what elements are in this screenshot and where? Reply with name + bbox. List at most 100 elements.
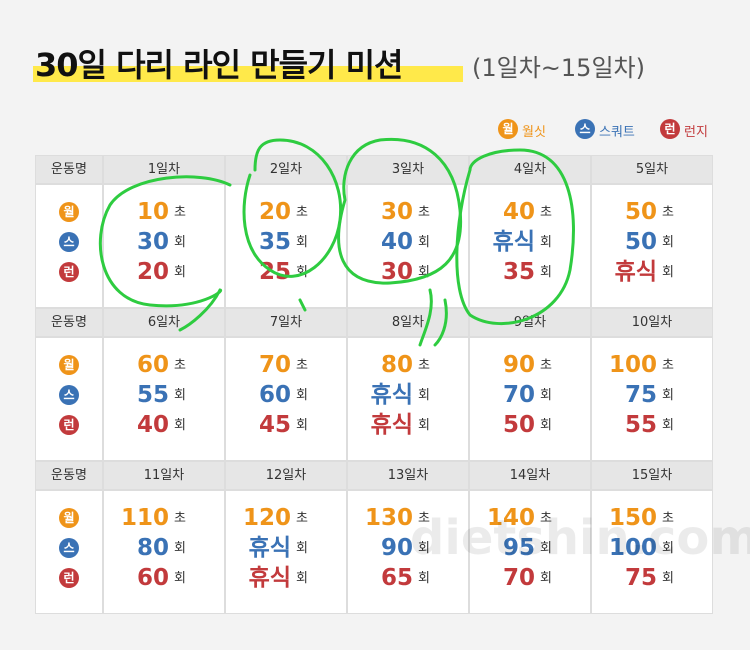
cell-value: 40 [380, 229, 413, 255]
cell-unit: 회 [296, 388, 308, 403]
day-header: 7일차 [225, 308, 347, 337]
cell-unit: 초 [540, 205, 552, 220]
cell-value: 60 [136, 352, 169, 378]
exercise-icon: 런 [59, 568, 79, 588]
cell-unit: 회 [418, 265, 430, 280]
cell-value: 75 [624, 382, 657, 408]
cell-value: 120 [242, 505, 291, 531]
cell-unit: 회 [418, 388, 430, 403]
cell-unit: 회 [174, 541, 186, 556]
day-header: 2일차 [225, 155, 347, 184]
cell-value: 45 [258, 412, 291, 438]
header-label: 운동명 [35, 308, 103, 337]
cell-unit: 회 [662, 571, 674, 586]
cell-value: 95 [502, 535, 535, 561]
legend-label: 스쿼트 [599, 125, 635, 140]
cell-value: 50 [502, 412, 535, 438]
cell-value: 140 [486, 505, 535, 531]
cell-unit: 회 [174, 235, 186, 250]
legend-label: 월싯 [522, 125, 546, 140]
cell-value: 150 [608, 505, 657, 531]
cell-value: 60 [136, 565, 169, 591]
cell-value: 110 [120, 505, 169, 531]
legend-icon: 런 [660, 119, 680, 139]
cell-value: 50 [624, 229, 657, 255]
day-cell [225, 490, 347, 614]
day-header: 11일차 [103, 461, 225, 490]
cell-unit: 회 [418, 571, 430, 586]
cell-value: 20 [258, 199, 291, 225]
cell-value: 휴식 [370, 382, 413, 408]
cell-unit: 회 [662, 541, 674, 556]
cell-unit: 회 [540, 571, 552, 586]
cell-unit: 회 [418, 541, 430, 556]
day-header: 5일차 [591, 155, 713, 184]
cell-value: 30 [380, 259, 413, 285]
cell-unit: 회 [174, 418, 186, 433]
day-header: 1일차 [103, 155, 225, 184]
subtitle: (1일차~15일차) [472, 54, 645, 82]
cell-unit: 초 [296, 205, 308, 220]
cell-value: 휴식 [248, 535, 291, 561]
legend-icon: 월 [498, 119, 518, 139]
cell-unit: 초 [418, 205, 430, 220]
cell-unit: 회 [540, 235, 552, 250]
exercise-icon: 월 [59, 202, 79, 222]
day-cell [103, 490, 225, 614]
cell-unit: 회 [296, 571, 308, 586]
cell-unit: 회 [296, 418, 308, 433]
cell-unit: 초 [418, 511, 430, 526]
cell-unit: 초 [662, 205, 674, 220]
cell-value: 60 [258, 382, 291, 408]
cell-unit: 회 [296, 541, 308, 556]
day-cell [347, 490, 469, 614]
cell-value: 40 [502, 199, 535, 225]
cell-unit: 회 [662, 418, 674, 433]
day-cell [103, 337, 225, 461]
cell-value: 65 [380, 565, 413, 591]
exercise-icon: 스 [59, 385, 79, 405]
cell-unit: 회 [540, 541, 552, 556]
day-header: 6일차 [103, 308, 225, 337]
cell-value: 35 [258, 229, 291, 255]
cell-value: 75 [624, 565, 657, 591]
cell-unit: 회 [662, 388, 674, 403]
cell-unit: 회 [418, 235, 430, 250]
cell-unit: 초 [662, 358, 674, 373]
day-header: 13일차 [347, 461, 469, 490]
watermark: dietshin.com [410, 510, 750, 566]
cell-unit: 회 [174, 388, 186, 403]
day-header: 15일차 [591, 461, 713, 490]
exercise-icon: 런 [59, 262, 79, 282]
exercise-icon: 스 [59, 538, 79, 558]
cell-unit: 초 [540, 358, 552, 373]
cell-value: 휴식 [370, 412, 413, 438]
cell-unit: 초 [174, 205, 186, 220]
cell-unit: 회 [174, 265, 186, 280]
day-cell [469, 490, 591, 614]
day-cell [591, 337, 713, 461]
day-header: 10일차 [591, 308, 713, 337]
cell-value: 50 [624, 199, 657, 225]
day-header: 9일차 [469, 308, 591, 337]
cell-value: 55 [136, 382, 169, 408]
exercise-icon: 런 [59, 415, 79, 435]
cell-unit: 초 [296, 511, 308, 526]
exercise-icon: 월 [59, 508, 79, 528]
cell-unit: 초 [174, 358, 186, 373]
cell-unit: 회 [662, 235, 674, 250]
cell-value: 25 [258, 259, 291, 285]
cell-value: 30 [136, 229, 169, 255]
cell-value: 20 [136, 259, 169, 285]
cell-unit: 초 [662, 511, 674, 526]
cell-unit: 회 [174, 571, 186, 586]
cell-value: 휴식 [614, 259, 657, 285]
day-header: 4일차 [469, 155, 591, 184]
day-cell [591, 184, 713, 308]
cell-unit: 초 [418, 358, 430, 373]
cell-value: 휴식 [248, 565, 291, 591]
day-header: 8일차 [347, 308, 469, 337]
day-header: 14일차 [469, 461, 591, 490]
cell-unit: 회 [296, 235, 308, 250]
